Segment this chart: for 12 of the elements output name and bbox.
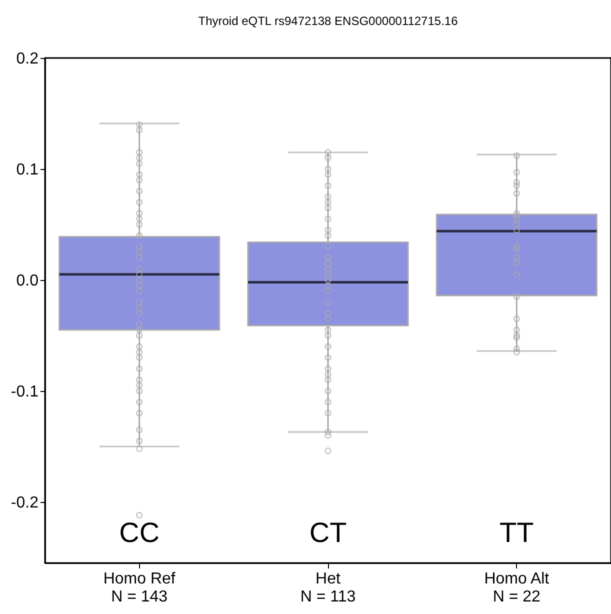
y-tick-label: -0.1: [10, 383, 39, 400]
y-tick-label: 0.1: [16, 161, 39, 178]
x-tick-label: Het N = 113: [300, 570, 356, 606]
annotation: TT: [500, 517, 534, 548]
annotation: CT: [309, 517, 347, 548]
y-tick-label: 0.2: [16, 50, 39, 68]
y-tick-label: 0.0: [16, 272, 39, 290]
x-tick-label: Homo Ref N = 143: [103, 570, 176, 606]
chart-title: Thyroid eQTL rs9472138 ENSG00000112715.16: [198, 14, 458, 28]
x-tick-label: Homo Alt N = 22: [484, 570, 550, 606]
annotation: CC: [119, 517, 160, 548]
y-tick-label: -0.2: [10, 494, 39, 512]
